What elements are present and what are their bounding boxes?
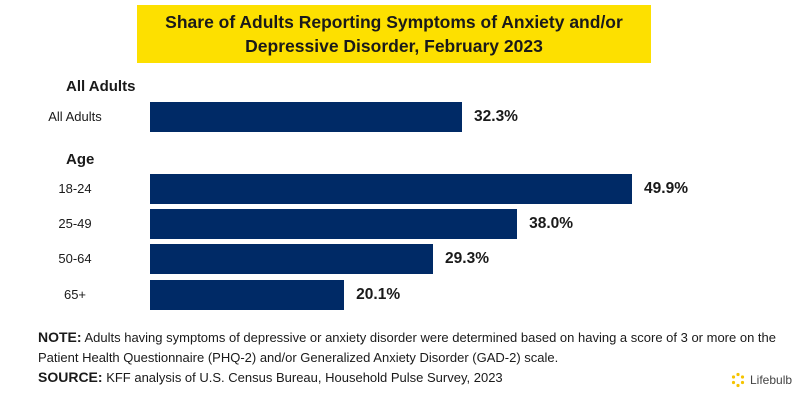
data-label: 38.0% <box>529 215 574 232</box>
category-label: All Adults <box>48 109 102 124</box>
data-label: 49.9% <box>644 180 688 197</box>
data-label: 32.3% <box>474 108 518 125</box>
category-label: 25-49 <box>58 216 92 231</box>
bar <box>150 174 633 204</box>
lifebulb-logo: Lifebulb <box>730 372 792 388</box>
note: NOTE: Adults having symptoms of depressi… <box>38 327 778 368</box>
group-label-1: Age <box>66 151 95 168</box>
logo-text: Lifebulb <box>750 373 793 387</box>
chart-title-box: Share of Adults Reporting Symptoms of An… <box>137 5 651 63</box>
bar <box>150 280 345 310</box>
data-label: 20.1% <box>356 286 401 303</box>
category-label: 65+ <box>63 287 87 302</box>
chart-title: Share of Adults Reporting Symptoms of An… <box>165 12 623 56</box>
bar <box>150 209 518 239</box>
group-label-0: All Adults <box>66 78 136 95</box>
note-text: Adults having symptoms of depressive or … <box>38 330 777 365</box>
source-label: SOURCE: <box>38 369 103 385</box>
data-label: 29.3% <box>445 250 489 267</box>
bar <box>150 102 463 132</box>
source: SOURCE: KFF analysis of U.S. Census Bure… <box>38 369 503 385</box>
note-label: NOTE: <box>38 329 82 345</box>
source-text: KFF analysis of U.S. Census Bureau, Hous… <box>106 370 503 385</box>
lifebulb-logo-icon <box>731 372 745 388</box>
category-label: 50-64 <box>58 251 92 266</box>
category-label: 18-24 <box>58 181 92 196</box>
bar <box>150 244 434 274</box>
